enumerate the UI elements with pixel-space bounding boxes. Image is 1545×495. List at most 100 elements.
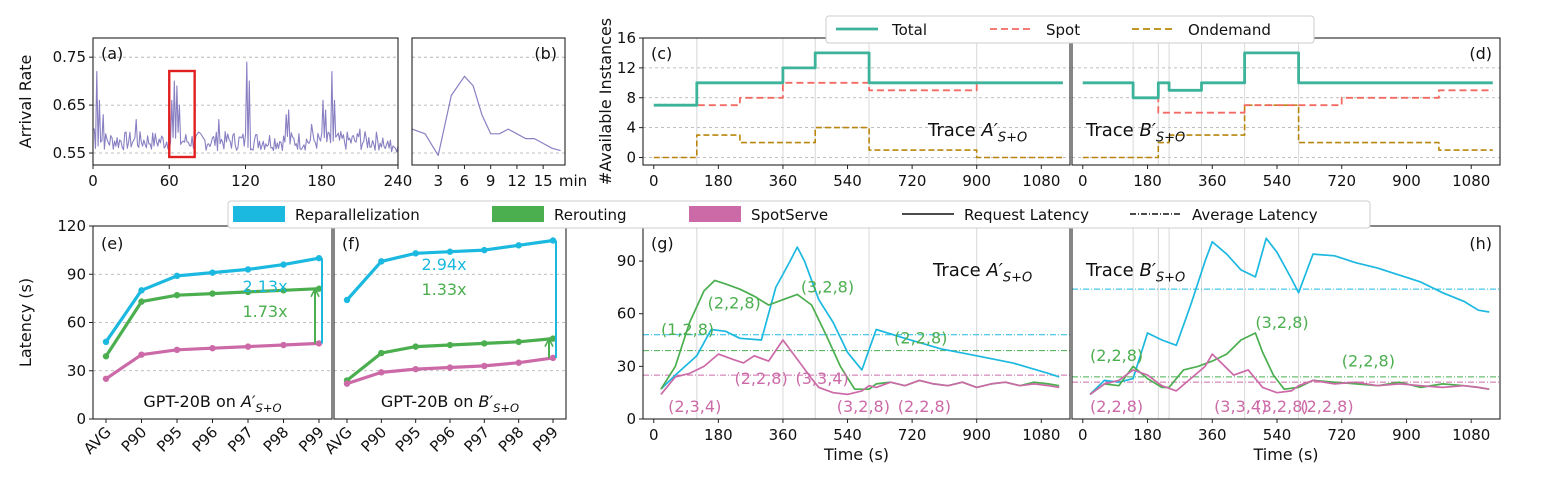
panel-h-xlabel: Time (s) <box>1252 445 1318 464</box>
panel-h-reparallelization-line <box>1089 237 1490 396</box>
legend-top: Total Spot Ondemand <box>825 15 1315 44</box>
panel-e-reparallelization-point-4 <box>244 266 252 273</box>
panel-c-ytick-label-4: 16 <box>617 29 636 47</box>
panel-f-spotserve-point-1 <box>378 369 385 376</box>
legend-top-label-0: Total <box>891 21 927 39</box>
panel-f-xtick-label-5: P98 <box>495 423 528 456</box>
panel-b-xtick-label-0: 3 <box>433 172 443 190</box>
panel-e-ytick-label-2: 60 <box>67 314 86 332</box>
panel-g-xtick-label-6: 1080 <box>1022 426 1060 444</box>
panel-f-reparallelization-point-1 <box>378 258 385 265</box>
panel-c-total-line <box>653 51 1063 107</box>
panel-d-trace-label: Trace B′S+O <box>1085 120 1185 145</box>
panel-b-xunit: min <box>559 172 587 190</box>
panel-e-rerouting-point-5 <box>280 287 287 294</box>
panel-b-xtick-label-2: 9 <box>486 172 496 190</box>
panel-f: 2.94x 1.33x AVG P90 P95 P96 P97 P98 P99 (f) GPT-20… <box>321 225 567 458</box>
panel-h-spotserve-line <box>1089 353 1490 396</box>
panel-g-annotation-2: (3,2,8) <box>801 278 854 297</box>
panel-a-label: (a) <box>101 44 123 63</box>
panel-g-xtick-label-4: 720 <box>898 426 927 444</box>
panel-g-spotserve-line <box>660 339 1060 396</box>
panel-f-spotserve-point-3 <box>446 364 454 371</box>
panel-a-xtick-label-4: 240 <box>384 172 413 190</box>
panel-b: 3 6 9 12 15 min (b) <box>411 37 587 190</box>
panel-f-ratio-arrowhead-rerout <box>544 336 554 347</box>
panel-c-ondemand-line <box>653 126 1063 159</box>
panel-a-xtick-label-3: 180 <box>307 172 336 190</box>
panel-g-xtick-label-2: 360 <box>769 426 798 444</box>
panel-e-xtick-label-3: P96 <box>189 423 222 456</box>
panel-f-reparallelization-point-3 <box>446 248 454 255</box>
panel-f-reparallelization-point-4 <box>481 246 488 254</box>
panel-c-spot-line <box>653 81 1063 107</box>
panel-d-total-line <box>1082 51 1493 100</box>
panel-d-label: (d) <box>1469 44 1492 63</box>
legend-top-label-1: Spot <box>1046 21 1080 39</box>
panel-c-label: (c) <box>651 44 672 63</box>
panel-e-rerouting-point-4 <box>244 288 252 296</box>
panel-e-ytick-label-0: 0 <box>76 410 86 428</box>
panel-g-annotation-5: (3,3,4) <box>796 369 849 388</box>
panel-e-caption: GPT-20B on A′S+O <box>143 392 281 415</box>
panel-e-spotserve-point-0 <box>102 375 110 382</box>
panel-h-xtick-label-1: 180 <box>1133 426 1162 444</box>
panel-f-ratio-top: 2.94x <box>421 255 466 274</box>
panel-c-xtick-label-4: 720 <box>898 172 927 190</box>
panel-e-ratio-top: 2.13x <box>242 277 287 296</box>
panel-d-ondemand-line <box>1082 104 1493 159</box>
panel-f-rerouting-point-1 <box>378 349 385 357</box>
panel-b-label: (b) <box>534 44 557 63</box>
panel-c-xtick-label-0: 0 <box>649 172 659 190</box>
panel-e-spotserve-point-6 <box>315 340 323 347</box>
panel-b-frame <box>411 37 566 166</box>
legend-top-label-2: Ondemand <box>1188 21 1271 39</box>
panel-f-rerouting-point-5 <box>515 338 522 345</box>
panel-g-xtick-label-5: 900 <box>962 426 991 444</box>
panel-h: (2,2,8)(3,2,8)(2,2,8)(2,2,8) (3,3,4)(3,2,… <box>1071 225 1501 464</box>
panel-f-spotserve-point-2 <box>412 365 419 373</box>
panel-e-rerouting-point-3 <box>209 290 216 297</box>
panel-f-xtick-label-3: P96 <box>426 423 459 456</box>
panel-d-xtick-label-0: 0 <box>1078 172 1088 190</box>
panel-d-xtick-label-1: 180 <box>1133 172 1162 190</box>
panel-d-xtick-label-5: 900 <box>1392 172 1421 190</box>
panel-c-ytick-label-2: 8 <box>626 89 636 107</box>
panel-h-xtick-label-0: 0 <box>1078 426 1088 444</box>
panel-f-xtick-label-1: P90 <box>358 423 391 456</box>
panel-e-rerouting-point-6 <box>315 285 323 292</box>
panel-e-rerouting-point-1 <box>138 298 145 305</box>
panel-e-reparallelization-point-0 <box>102 338 110 345</box>
panel-c-trace-label: Trace A′S+O <box>927 120 1027 145</box>
panel-e-spotserve-point-2 <box>173 346 181 354</box>
panel-d-frame <box>1071 37 1501 166</box>
panel-g-xtick-label-3: 540 <box>833 426 862 444</box>
panel-e-reparallelization-point-1 <box>138 287 145 294</box>
panel-c-ylabel: #Available Instances <box>596 18 615 185</box>
legend-mid-label-0: Reparallelization <box>295 206 420 224</box>
panel-g-ytick-label-3: 90 <box>617 252 636 270</box>
panel-e-reparallelization-point-6 <box>315 254 323 262</box>
panel-g-ytick-label-2: 60 <box>617 305 636 323</box>
panel-c-xtick-label-3: 540 <box>833 172 862 190</box>
panel-e-label: (e) <box>101 234 123 253</box>
panel-e-reparallelization-point-5 <box>280 261 287 268</box>
panel-h-annotation-4: (3,3,4) <box>1214 397 1267 416</box>
legend-mid-label-3: Request Latency <box>964 206 1089 224</box>
panel-e-spotserve-point-3 <box>209 345 216 352</box>
panel-f-spotserve-point-4 <box>481 362 488 370</box>
panel-g-ytick-label-0: 0 <box>626 410 636 428</box>
legend-mid-swatch-2 <box>689 206 741 222</box>
panel-a-xtick-label-0: 0 <box>88 172 98 190</box>
panel-e-ratio-bottom: 1.73x <box>242 302 287 321</box>
panel-h-annotation-5: (3,2,8) <box>1255 397 1308 416</box>
panel-e-reparallelization-point-2 <box>173 272 181 280</box>
legend-mid-label-2: SpotServe <box>751 206 828 224</box>
panel-e-xtick-label-5: P98 <box>260 423 293 456</box>
panel-f-spotserve-point-6 <box>549 354 557 362</box>
panel-g-xlabel: Time (s) <box>823 445 889 464</box>
panel-f-label: (f) <box>342 234 360 253</box>
panel-b-arrival-line <box>411 75 561 156</box>
panel-c-ytick-label-3: 12 <box>617 59 636 77</box>
panel-g-annotation-0: (1,2,8) <box>661 320 714 339</box>
